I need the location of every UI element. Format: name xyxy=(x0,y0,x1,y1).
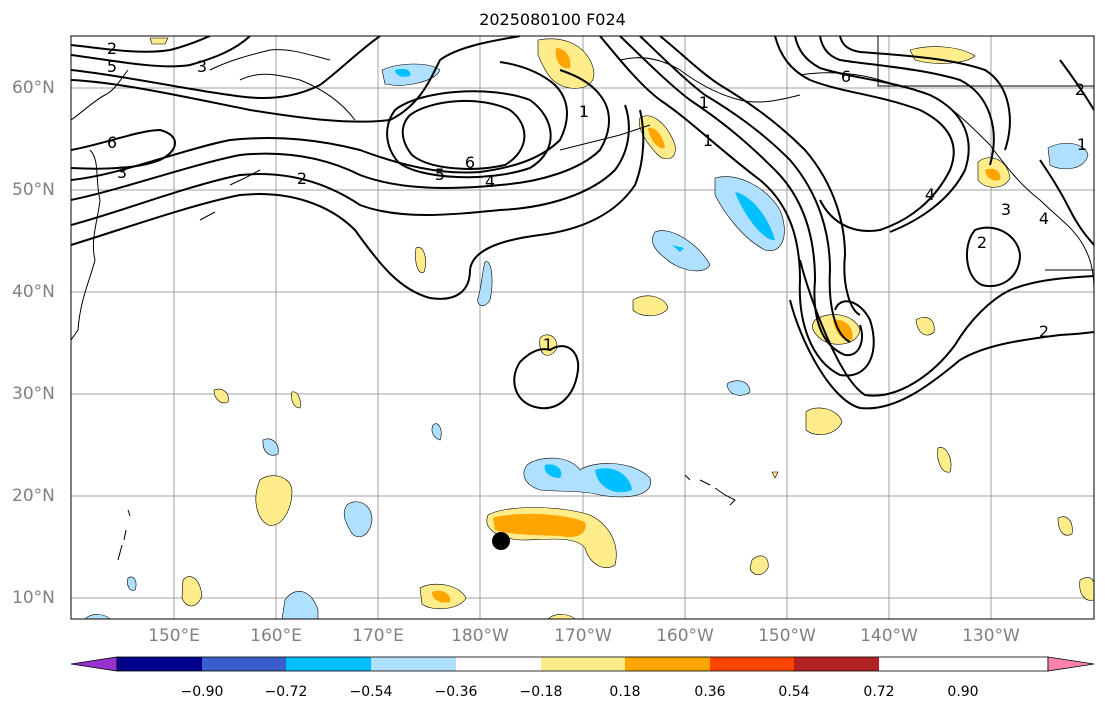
lon-label-170e: 170°E xyxy=(352,626,404,646)
lon-label-140w: 140°W xyxy=(860,626,918,646)
lat-label-50n: 50°N xyxy=(12,180,55,200)
lon-label-150e: 150°E xyxy=(148,626,200,646)
lon-label-180w: 180°W xyxy=(451,626,509,646)
lon-label-160e: 160°E xyxy=(250,626,302,646)
colorbar-tick-label: −0.54 xyxy=(349,684,393,700)
contour-label: 3 xyxy=(197,57,207,76)
colorbar-extend-high xyxy=(1047,656,1095,672)
colorbar-segment xyxy=(794,657,879,671)
colorbar-tick-label: 0.90 xyxy=(947,684,979,700)
colorbar-tick-label: 0.72 xyxy=(863,684,895,700)
contour-label: 5 xyxy=(435,165,445,184)
lat-label-10n: 10°N xyxy=(12,588,55,608)
colorbar-tick-label: −0.18 xyxy=(519,684,563,700)
lat-label-60n: 60°N xyxy=(12,78,55,98)
contour-label: 1 xyxy=(579,102,589,121)
contour-label: 1 xyxy=(1077,135,1087,154)
contour-label: 2 xyxy=(297,169,307,188)
anomaly-shading xyxy=(84,37,1094,619)
contour-label: 4 xyxy=(925,185,935,204)
contour-label: 1 xyxy=(699,93,709,112)
colorbar-tick-label: −0.72 xyxy=(264,684,308,700)
contour-label: 3 xyxy=(117,163,127,182)
contour-label: 6 xyxy=(841,67,851,86)
lon-label-150w: 150°W xyxy=(758,626,816,646)
storm-center-marker xyxy=(492,532,510,550)
contour-label: 2 xyxy=(1039,322,1049,341)
contour-label: 3 xyxy=(1001,200,1011,219)
contour-lines xyxy=(71,36,1094,410)
contour-label: 1 xyxy=(703,131,713,150)
colorbar xyxy=(70,656,1095,672)
contour-label-group: 2 5 3 6 3 2 1 5 6 4 1 1 6 4 2 2 3 2 1 4 … xyxy=(107,39,1087,354)
colorbar-segment xyxy=(625,657,710,671)
contour-label: 2 xyxy=(107,39,117,58)
lon-label-160w: 160°W xyxy=(656,626,714,646)
lat-label-30n: 30°N xyxy=(12,384,55,404)
contour-label: 6 xyxy=(465,153,475,172)
lon-label-130w: 130°W xyxy=(962,626,1020,646)
lon-label-170w: 170°W xyxy=(554,626,612,646)
colorbar-segment xyxy=(117,657,202,671)
colorbar-segment xyxy=(456,657,541,671)
contour-label: 2 xyxy=(1075,80,1085,99)
colorbar-segment xyxy=(710,657,794,671)
contour-label: 4 xyxy=(1039,209,1049,228)
lat-label-20n: 20°N xyxy=(12,486,55,506)
colorbar-segment xyxy=(202,657,286,671)
colorbar-segment xyxy=(371,657,456,671)
lat-label-40n: 40°N xyxy=(12,282,55,302)
contour-label: 5 xyxy=(107,57,117,76)
contour-label: 2 xyxy=(977,233,987,252)
contour-label: 6 xyxy=(107,133,117,152)
colorbar-extend-low xyxy=(70,656,118,672)
colorbar-tick-label: 0.36 xyxy=(694,684,726,700)
plot-frame xyxy=(70,35,1095,620)
colorbar-tick-label: 0.54 xyxy=(778,684,810,700)
colorbar-segment xyxy=(541,657,625,671)
colorbar-tick-label: −0.90 xyxy=(180,684,224,700)
map-title: 2025080100 F024 xyxy=(479,10,626,29)
colorbar-tick-label: 0.18 xyxy=(609,684,641,700)
colorbar-tick-label: −0.36 xyxy=(434,684,478,700)
colorbar-segment xyxy=(286,657,371,671)
contour-label: 1 xyxy=(543,335,553,354)
contour-label: 4 xyxy=(485,172,495,191)
